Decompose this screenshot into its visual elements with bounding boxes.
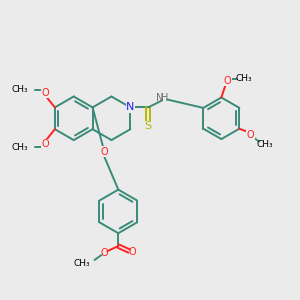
- Text: CH₃: CH₃: [11, 85, 28, 94]
- Text: O: O: [41, 139, 49, 149]
- Text: CH₃: CH₃: [257, 140, 273, 149]
- Text: O: O: [41, 88, 49, 98]
- Text: O: O: [128, 247, 136, 257]
- Text: N: N: [156, 94, 164, 103]
- Text: O: O: [246, 130, 254, 140]
- Text: O: O: [100, 147, 108, 157]
- Text: CH₃: CH₃: [11, 142, 28, 152]
- Text: CH₃: CH₃: [74, 260, 91, 268]
- Text: O: O: [224, 76, 231, 85]
- Text: CH₃: CH₃: [236, 74, 252, 83]
- Text: O: O: [100, 248, 108, 258]
- Text: S: S: [145, 121, 152, 131]
- Text: N: N: [126, 102, 134, 112]
- Text: H: H: [161, 94, 169, 103]
